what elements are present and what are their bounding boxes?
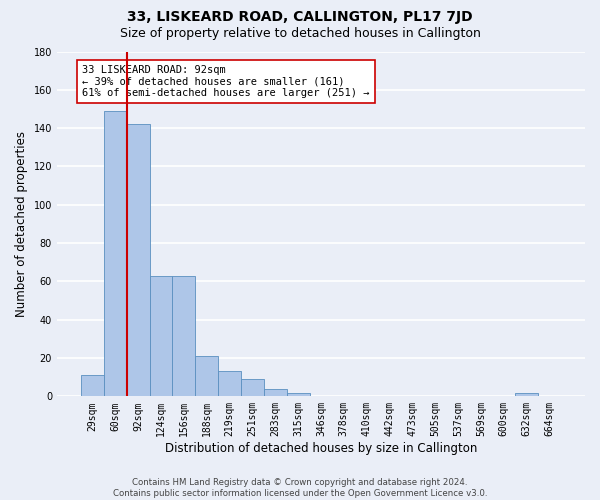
Bar [287,392,310,396]
Bar [195,356,218,397]
Bar [127,124,149,396]
Text: 33 LISKEARD ROAD: 92sqm
← 39% of detached houses are smaller (161)
61% of semi-d: 33 LISKEARD ROAD: 92sqm ← 39% of detache… [82,65,370,98]
Bar [149,276,172,396]
Text: Contains HM Land Registry data © Crown copyright and database right 2024.
Contai: Contains HM Land Registry data © Crown c… [113,478,487,498]
X-axis label: Distribution of detached houses by size in Callington: Distribution of detached houses by size … [165,442,477,455]
Bar [218,372,241,396]
Y-axis label: Number of detached properties: Number of detached properties [15,131,28,317]
Bar [172,276,195,396]
Bar [104,111,127,397]
Text: Size of property relative to detached houses in Callington: Size of property relative to detached ho… [119,28,481,40]
Bar [241,379,264,396]
Bar [515,392,538,396]
Bar [264,388,287,396]
Bar [81,376,104,396]
Text: 33, LISKEARD ROAD, CALLINGTON, PL17 7JD: 33, LISKEARD ROAD, CALLINGTON, PL17 7JD [127,10,473,24]
